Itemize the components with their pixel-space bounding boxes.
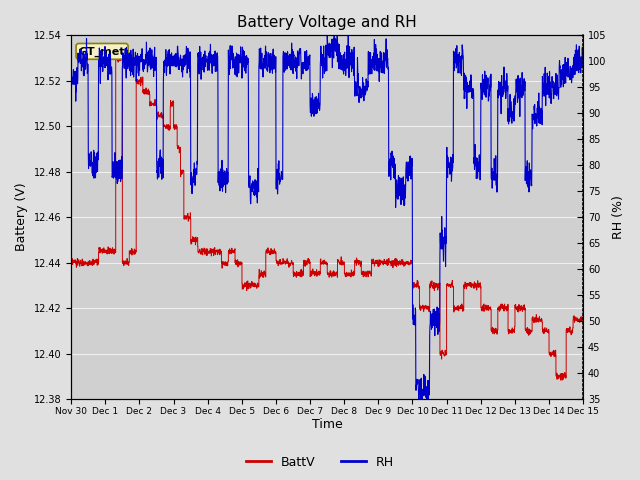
BattV xyxy=(118,51,125,57)
BattV xyxy=(93,262,101,268)
BattV xyxy=(579,319,587,324)
BattV xyxy=(564,327,572,333)
Title: Battery Voltage and RH: Battery Voltage and RH xyxy=(237,15,417,30)
RH xyxy=(565,69,573,75)
Line: BattV: BattV xyxy=(71,54,583,380)
BattV xyxy=(67,256,75,262)
Line: RH: RH xyxy=(71,36,583,399)
RH xyxy=(415,396,423,402)
BattV xyxy=(303,262,310,268)
RH xyxy=(303,48,310,53)
X-axis label: Time: Time xyxy=(312,419,342,432)
Legend: BattV, RH: BattV, RH xyxy=(241,451,399,474)
Y-axis label: RH (%): RH (%) xyxy=(612,195,625,239)
RH xyxy=(564,63,572,69)
Y-axis label: Battery (V): Battery (V) xyxy=(15,183,28,252)
RH xyxy=(579,65,587,71)
Text: GT_met: GT_met xyxy=(79,46,125,57)
RH xyxy=(316,101,324,107)
BattV xyxy=(565,329,573,335)
BattV xyxy=(558,377,566,383)
BattV xyxy=(317,257,324,263)
BattV xyxy=(470,281,478,287)
RH xyxy=(67,86,75,92)
RH xyxy=(323,33,331,38)
RH xyxy=(471,156,479,162)
RH xyxy=(93,159,101,165)
